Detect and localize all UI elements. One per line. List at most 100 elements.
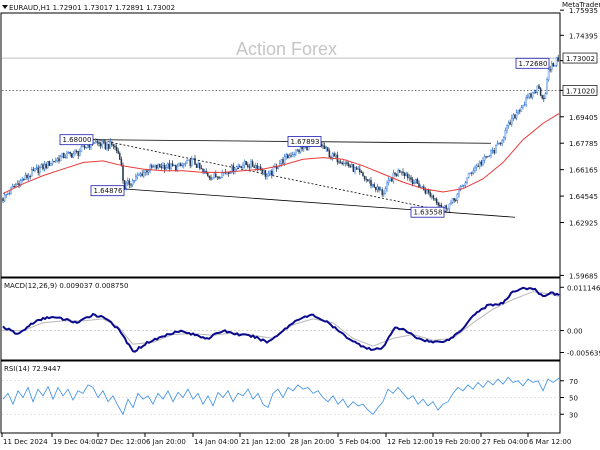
candle-body [267,173,270,177]
candle-body [168,163,171,169]
candle-body [7,193,9,195]
candle-body [40,164,43,168]
candle-body [127,180,129,184]
candle-body [80,146,83,153]
time-tick-label: 14 Jan 04:00 [194,438,238,446]
candle-body [155,164,158,169]
time-tick-label: 21 Jan 12:00 [241,438,285,446]
candle-body [551,63,553,70]
candle-body [351,164,353,168]
candle-body [397,169,399,176]
candle-body [383,193,385,195]
candle-body [203,171,206,173]
candle-body [256,165,259,170]
candle-body [495,144,497,154]
rsi-tick-label: 50 [569,395,578,403]
candle-body [514,114,516,119]
candle-body [51,161,54,164]
candle-body [227,172,230,174]
candle-body [199,162,201,169]
candle-body [64,157,67,159]
candle-body [466,177,468,184]
platform-mark: MetaTrader [562,1,600,9]
candle-body [547,69,550,80]
candle-body [429,192,431,197]
candle-body [72,153,75,158]
candle-body [485,156,487,158]
candle-body [229,172,231,174]
price-annotations: 1.68000 1.64876 1.67893 1.63558 1.72680 [59,57,550,218]
price-tag-label: 1.71020 [566,87,595,95]
candle-body [50,163,52,166]
candle-body [421,186,423,188]
candle-body [253,166,255,168]
candle-body [239,166,241,168]
candle-body [376,186,379,190]
candle-body [123,180,126,189]
candle-body [355,167,358,170]
candle-body [99,143,102,147]
candle-body [381,189,383,195]
price-tick-label: 1.69405 [569,114,598,122]
candle-body [53,161,55,163]
candle-body [280,159,283,164]
candle-body [82,145,84,147]
candle-body [211,177,214,180]
candle-body [378,186,380,191]
candle-body [507,122,510,126]
candle-body [101,141,103,147]
candle-body [263,170,265,174]
candle-body [479,161,481,167]
candle-body [557,57,559,62]
candle-body [402,171,404,173]
candle-body [11,185,14,188]
candle-body [277,166,279,169]
trendline [120,188,516,218]
candle-body [331,153,334,158]
candle-body [379,189,382,191]
candle-body [464,182,467,186]
candle-body [440,205,443,208]
candle-body [3,194,6,201]
candle-body [543,97,545,100]
candle-body [541,95,543,99]
candle-body [471,172,473,174]
candle-body [330,156,332,158]
candle-body [519,110,521,112]
price-tags: 1.73002 1.71020 [562,52,598,96]
candle-body [487,156,489,158]
candle-body [536,85,539,93]
candle-body [167,163,169,168]
candle-body [493,150,495,154]
candle-body [45,163,47,168]
candle-body [135,176,137,181]
candle-body [395,174,398,176]
candle-body [67,151,70,154]
candle-body [251,161,254,167]
price-annotation-box [287,136,322,147]
price-tick-label: 1.74395 [569,32,598,40]
candle-body [213,173,215,179]
candle-body [219,177,222,179]
candle-body [208,175,211,178]
candle-body [107,144,110,149]
candle-body [322,145,324,147]
candle-body [88,145,91,148]
candle-body [535,91,537,93]
price-tick-label: 1.75935 [569,7,598,15]
collapse-arrow-icon[interactable] [2,5,8,9]
candle-body [240,166,243,169]
candle-body [8,192,11,194]
candle-body [531,92,534,98]
macd-tick-label: 0.00 [567,328,583,336]
candle-body [434,198,436,200]
macd-axis: 0.011146 0.00 -0.005639 [2,284,600,357]
candle-body [21,179,23,181]
candle-body [405,173,407,176]
time-tick-label: 6 Mar 12:00 [529,438,571,446]
candle-body [483,156,486,161]
candle-body [480,161,483,165]
candle-body [130,184,132,186]
candle-body [29,175,31,177]
candle-body [146,170,148,173]
